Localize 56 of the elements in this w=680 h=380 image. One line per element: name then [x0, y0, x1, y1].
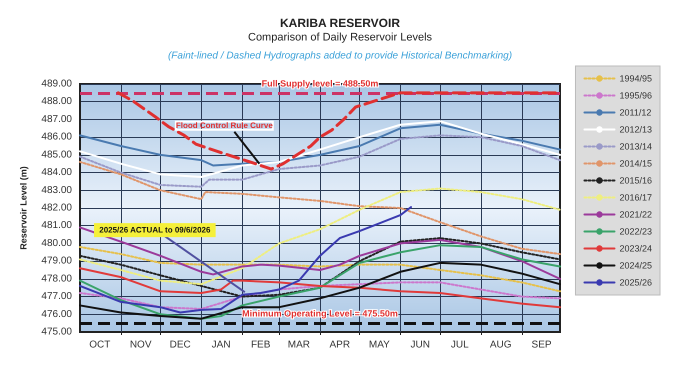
line-series: [79, 134, 561, 188]
line-series: [79, 262, 561, 320]
y-tick-label: 489.00: [41, 78, 72, 90]
y-tick-label: 483.00: [41, 184, 72, 196]
x-tick-label: APR: [330, 340, 350, 350]
legend-label: 2025/26: [619, 278, 652, 288]
y-tick-label: 482.00: [41, 202, 72, 214]
x-tick-label: NOV: [130, 340, 152, 350]
chart-subtitle: Comparison of Daily Reservoir Levels: [248, 32, 433, 44]
line-series: [79, 188, 561, 286]
x-tick-label: AUG: [490, 340, 512, 350]
y-tick-label: 476.00: [41, 308, 72, 320]
y-tick-label: 475.00: [41, 326, 72, 338]
line-series: [79, 160, 561, 256]
chart-title: KARIBA RESERVOIR: [280, 16, 400, 30]
y-tick-label: 477.00: [41, 291, 72, 302]
line-series: [79, 246, 561, 292]
line-series: [79, 226, 561, 280]
legend-label: 2021/22: [619, 210, 652, 220]
x-tick-label: SEP: [532, 340, 552, 350]
y-tick-label: 486.00: [41, 132, 72, 143]
legend-label: 2011/12: [619, 108, 652, 118]
y-tick-label: 485.00: [41, 149, 72, 160]
legend-label: 2022/23: [619, 226, 652, 236]
line-series: [79, 267, 561, 308]
y-tick-label: 480.00: [41, 238, 72, 249]
y-tick-label: 487.00: [41, 114, 72, 125]
line-series: [79, 281, 561, 310]
x-tick-label: JUN: [410, 340, 430, 350]
y-axis-title: Reservoir Level (m): [18, 166, 28, 250]
line-series: [79, 244, 561, 320]
x-tick-label: DEC: [170, 340, 191, 350]
legend-label: 2015/16: [619, 176, 652, 186]
annotation: 2025/26 ACTUAL to 09/6/2026: [99, 226, 211, 235]
legend-label: 1994/95: [619, 74, 652, 84]
x-tick-label: JUL: [450, 340, 470, 350]
x-tick-label: FEB: [250, 340, 271, 350]
x-tick-label: OCT: [89, 340, 110, 350]
x-tick-label: JAN: [212, 340, 231, 350]
x-tick-label: MAR: [288, 340, 310, 350]
line-series: [79, 120, 561, 178]
y-tick-label: 478.00: [41, 273, 72, 284]
legend-label: 2013/14: [619, 142, 652, 152]
line-series: [79, 124, 561, 166]
legend-label: 2014/15: [619, 158, 652, 168]
y-tick-label: 481.00: [41, 220, 72, 232]
legend-label: 1995/96: [619, 90, 652, 100]
text: (Faint-lined / Dashed Hydrographs added to provide Historical Benchmarking): [168, 50, 512, 62]
legend-label: 2024/25: [619, 260, 652, 270]
y-tick-label: 479.00: [41, 256, 72, 267]
y-tick-label: 484.00: [41, 167, 72, 178]
legend-label: 2023/24: [619, 244, 652, 254]
y-tick-label: 488.00: [41, 96, 72, 108]
legend-label: 2016/17: [619, 192, 652, 202]
legend-label: 2012/13: [619, 124, 652, 134]
x-tick-label: MAY: [368, 340, 390, 350]
